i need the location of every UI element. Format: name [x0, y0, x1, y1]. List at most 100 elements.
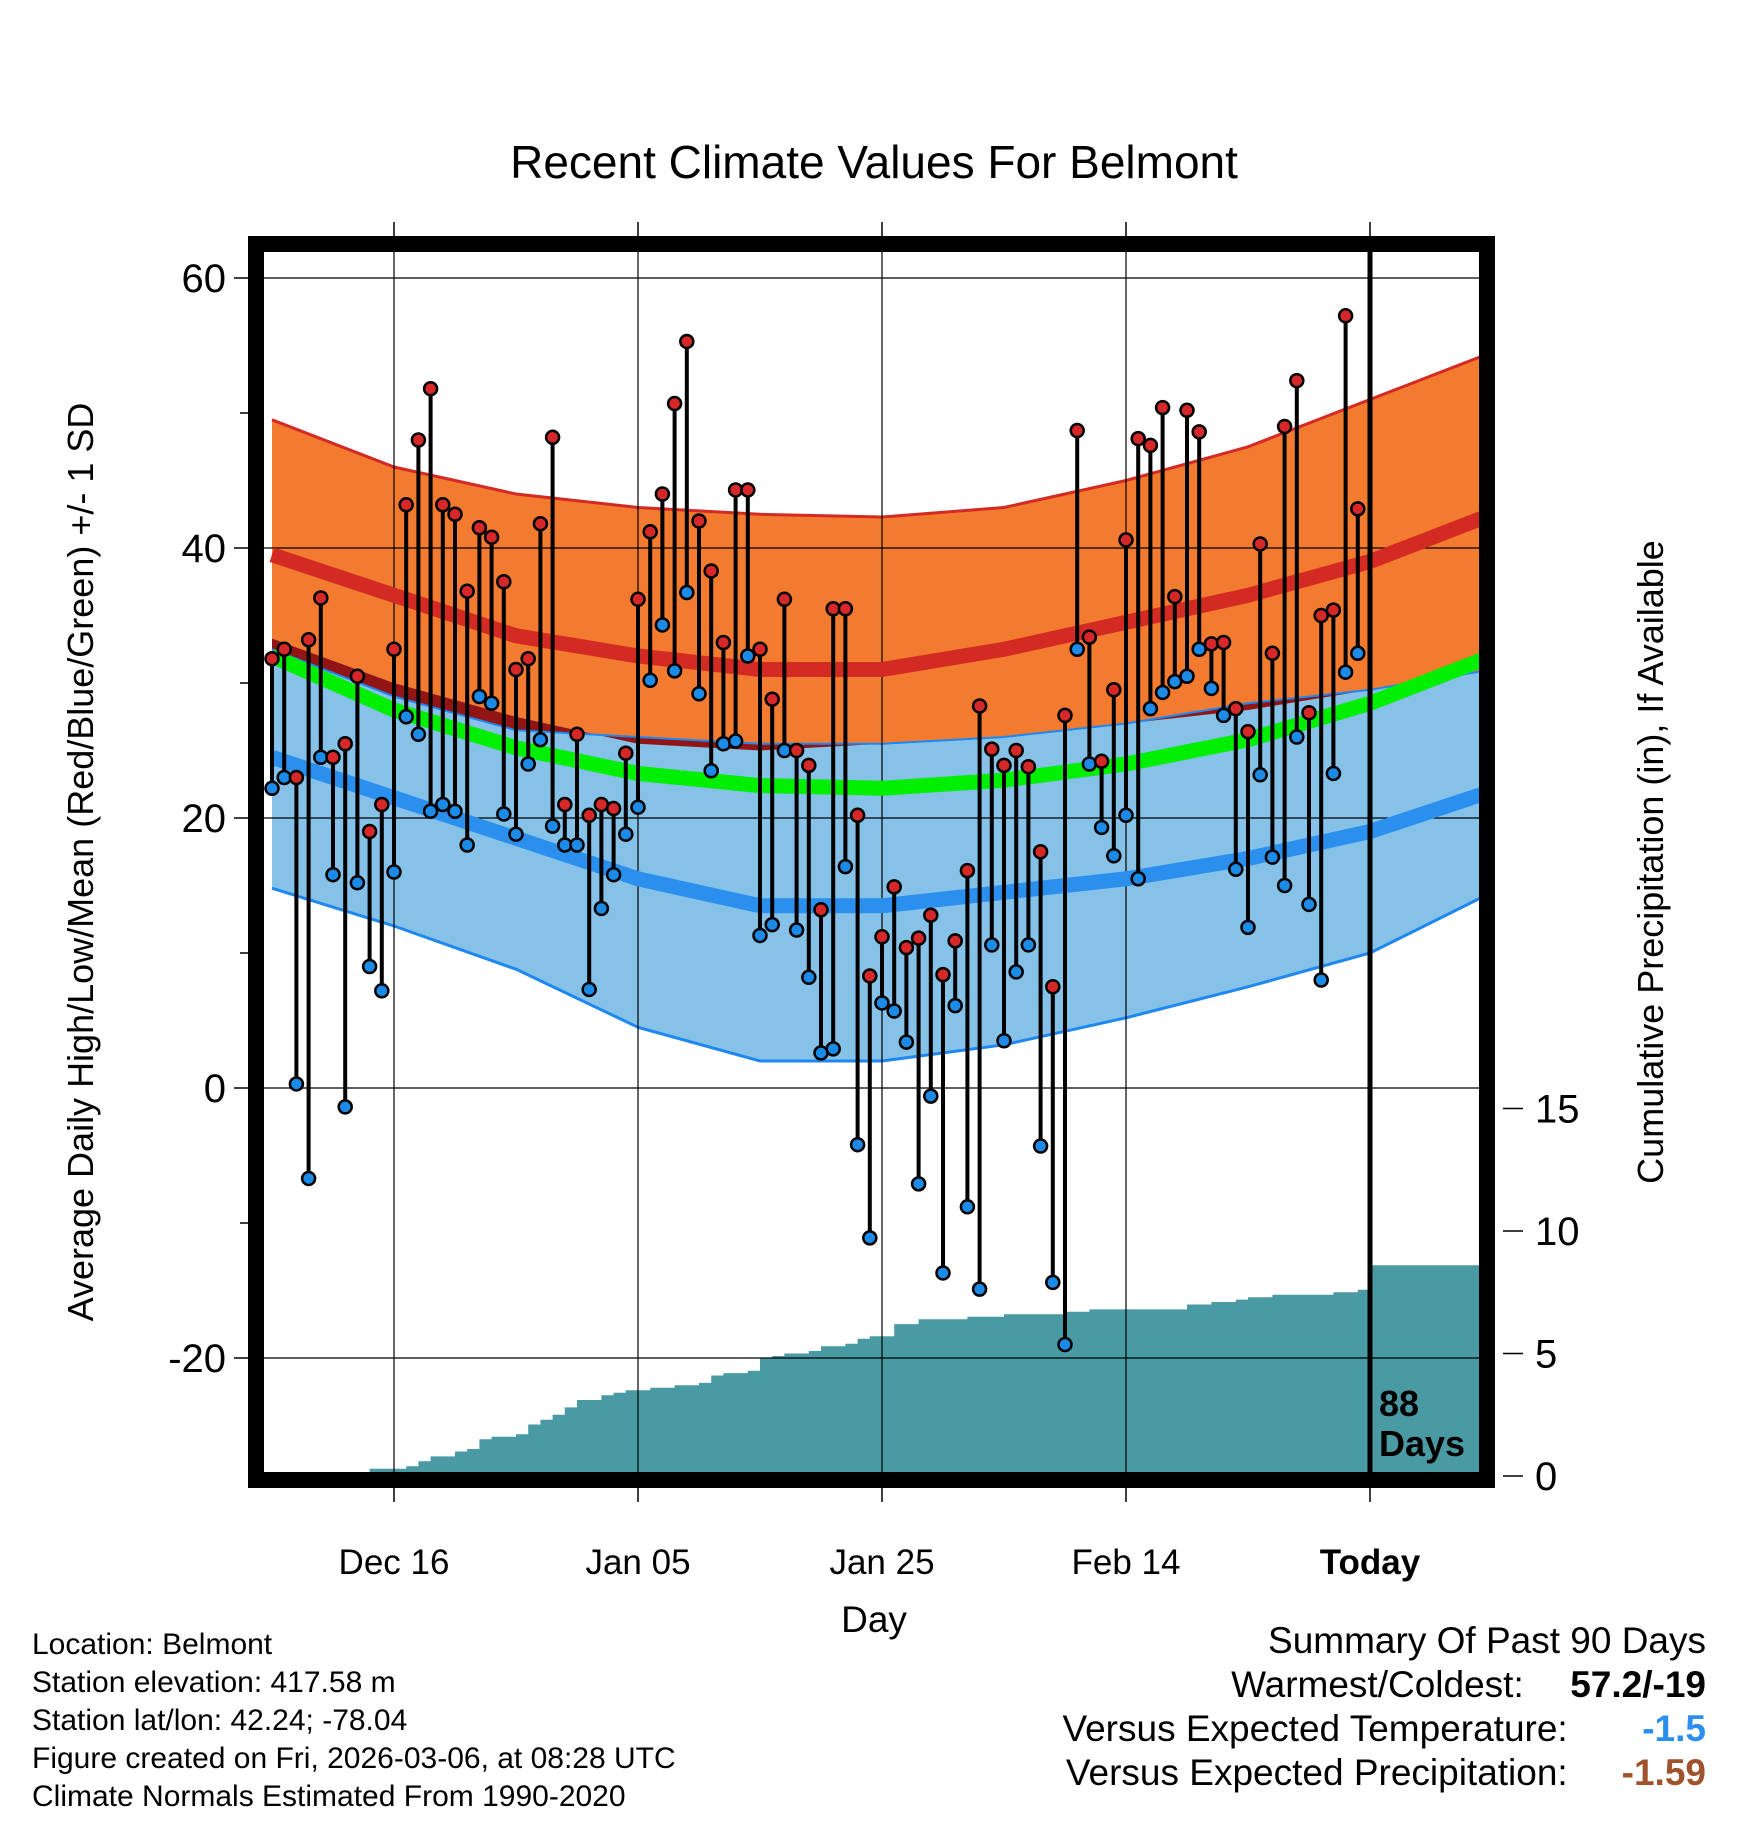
daily-low-point — [947, 997, 963, 1014]
x-tick-label: Today — [1320, 1543, 1421, 1582]
daily-high-point — [361, 823, 378, 840]
daily-high-point — [422, 380, 439, 397]
daily-low-point — [862, 1230, 878, 1246]
daily-high-point — [923, 907, 939, 923]
daily-high-point — [496, 574, 512, 590]
daily-low-point — [605, 866, 622, 883]
summary-temp-row: Versus Expected Temperature: -1.5 — [806, 1707, 1706, 1751]
daily-high-point — [1276, 418, 1293, 435]
daily-low-point — [544, 818, 561, 834]
daily-low-point — [593, 900, 610, 917]
daily-high-point — [910, 930, 927, 946]
daily-low-point — [447, 803, 463, 819]
daily-high-point — [691, 513, 707, 529]
y2-tick-label: 0 — [1535, 1455, 1557, 1499]
daily-high-point — [337, 736, 353, 752]
daily-low-point — [435, 796, 451, 813]
daily-high-point — [1032, 844, 1049, 860]
daily-high-point — [276, 641, 292, 657]
daily-low-point — [1215, 707, 1232, 724]
daily-low-point — [971, 1281, 988, 1297]
daily-low-point — [984, 937, 1000, 953]
daily-high-point — [1325, 602, 1342, 618]
daily-high-point — [740, 482, 756, 498]
daily-high-point — [1240, 723, 1256, 740]
temp-departure-value: -1.5 — [1642, 1708, 1706, 1749]
daily-low-point — [849, 1136, 866, 1153]
latlon-label: Station lat/lon: 42.24; -78.04 — [32, 1704, 408, 1737]
daily-high-point — [459, 583, 475, 599]
daily-low-point — [1337, 664, 1354, 680]
elevation-label: Station elevation: 417.58 m — [32, 1666, 396, 1699]
daily-high-point — [788, 742, 805, 759]
daily-low-point — [496, 806, 512, 822]
daily-low-point — [288, 1076, 305, 1092]
daily-low-point — [752, 927, 768, 944]
location-label: Location: Belmont — [32, 1628, 273, 1661]
daily-high-point — [1191, 424, 1207, 440]
daily-high-point — [386, 641, 402, 657]
daily-low-point — [642, 672, 658, 689]
daily-high-point — [1215, 634, 1232, 651]
daily-low-point — [715, 736, 732, 752]
daily-high-point — [666, 395, 683, 412]
daily-high-point — [544, 429, 561, 446]
daily-low-point — [825, 1041, 841, 1057]
daily-high-point — [569, 726, 585, 743]
daily-high-point — [935, 966, 951, 983]
daily-high-point — [435, 497, 451, 513]
daily-low-point — [874, 995, 890, 1011]
daily-high-point — [1167, 588, 1183, 605]
daily-high-point — [1008, 742, 1024, 759]
daily-high-point — [618, 745, 634, 761]
daily-high-point — [313, 590, 329, 606]
temp-departure-label: Versus Expected Temperature: — [1062, 1708, 1568, 1749]
daily-high-point — [849, 807, 866, 824]
days-unit-label: Days — [1379, 1423, 1465, 1464]
normal-high-line — [269, 508, 1487, 677]
daily-low-point — [361, 958, 378, 975]
daily-low-point — [374, 983, 390, 999]
daily-high-point — [862, 968, 878, 984]
daily-high-point — [1179, 402, 1195, 419]
daily-high-point — [947, 933, 963, 949]
y-tick-label: 40 — [182, 527, 227, 571]
daily-high-point — [349, 668, 366, 684]
daily-low-point — [1081, 756, 1098, 772]
daily-high-point — [1289, 372, 1305, 389]
daily-low-point — [923, 1088, 939, 1104]
daily-high-point — [1301, 704, 1317, 721]
daily-low-point — [264, 780, 280, 797]
daily-low-point — [1203, 680, 1220, 697]
daily-high-point — [1252, 536, 1268, 552]
daily-low-point — [679, 584, 695, 601]
daily-low-point — [1191, 641, 1207, 657]
daily-high-point — [264, 650, 280, 667]
warmest-coldest-value: 57.2/-19 — [1570, 1664, 1706, 1705]
daily-low-point — [508, 826, 524, 842]
daily-low-point — [654, 617, 671, 633]
cumulative-precip-area — [272, 1265, 1480, 1476]
daily-high-point — [801, 757, 817, 774]
x-axis-label: Day — [841, 1599, 907, 1640]
summary-warmest-row: Warmest/Coldest: 57.2/-19 — [806, 1663, 1706, 1707]
daily-low-point — [398, 709, 414, 725]
daily-low-point — [837, 858, 854, 875]
daily-high-point — [837, 601, 854, 617]
daily-low-point — [325, 866, 341, 883]
daily-high-point — [374, 796, 390, 813]
daily-high-point — [447, 506, 463, 522]
plot-contents — [256, 244, 1487, 1480]
daily-low-point — [801, 969, 817, 986]
daily-low-point — [788, 922, 805, 938]
daily-low-point — [337, 1099, 353, 1115]
normal-mean-line — [268, 649, 1487, 796]
daily-high-point — [410, 432, 427, 448]
summary-title: Summary Of Past 90 Days — [1268, 1620, 1706, 1661]
y2-tick-label: 15 — [1535, 1088, 1580, 1132]
daily-high-point — [581, 807, 597, 824]
daily-low-point — [459, 837, 475, 853]
daily-low-point — [1118, 807, 1134, 824]
daily-high-point — [971, 698, 988, 714]
daily-low-point — [898, 1034, 915, 1050]
